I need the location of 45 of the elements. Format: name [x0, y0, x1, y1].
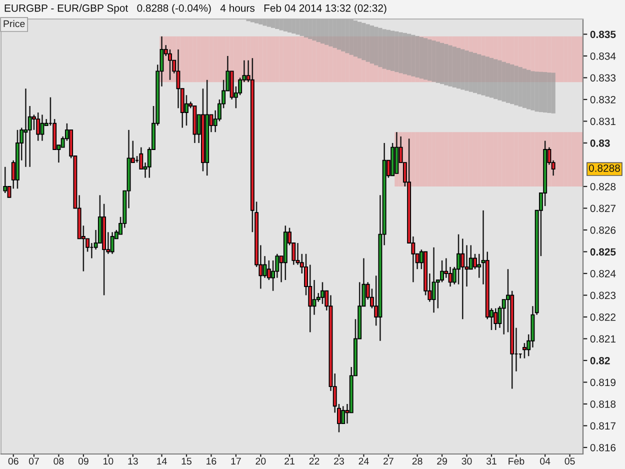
y-tick-label: 0.827 — [590, 204, 616, 212]
x-tick-label: 04 — [540, 458, 550, 465]
x-tick-label: 23 — [334, 458, 344, 465]
y-tick-label: 0.821 — [590, 335, 616, 343]
y-tick-label: 0.819 — [590, 378, 616, 386]
y-tick-label: 0.835 — [590, 30, 616, 38]
x-tick-label: Feb — [508, 457, 524, 465]
y-tick-label: 0.817 — [590, 422, 616, 430]
y-tick-label: 0.818 — [590, 400, 616, 408]
y-tick-label: 0.826 — [590, 226, 616, 234]
chart-title: EURGBP - EUR/GBP Spot 0.8288 (-0.04%) 4 hours Feb 04 2014 13:32 (02:32) — [4, 4, 386, 14]
y-tick-label: 0.822 — [590, 313, 616, 321]
x-tick-label: 30 — [462, 458, 472, 465]
x-tick-label: 24 — [358, 458, 369, 465]
chart-subtitle: Price — [4, 20, 25, 28]
x-tick-label: 16 — [206, 458, 216, 465]
y-tick-label: 0.834 — [590, 52, 616, 60]
x-tick-label: 29 — [437, 458, 447, 465]
x-tick-label: 10 — [104, 458, 114, 465]
x-tick-label: 14 — [157, 458, 167, 465]
x-tick-label: 13 — [128, 458, 138, 465]
x-tick-label: 20 — [256, 458, 266, 465]
x-tick-label: 31 — [486, 458, 496, 465]
y-tick-label: 0.83 — [590, 139, 610, 147]
x-tick-label: 28 — [412, 458, 422, 465]
x-tick-label: 17 — [231, 458, 241, 465]
y-tick-label: 0.832 — [590, 96, 616, 104]
y-tick-label: 0.828 — [590, 182, 616, 190]
y-tick-label: 0.824 — [590, 270, 616, 278]
x-tick-label: 21 — [284, 458, 294, 465]
x-tick-label: 07 — [28, 458, 39, 465]
x-tick-label: 15 — [182, 458, 192, 465]
y-tick-label: 0.831 — [590, 118, 616, 126]
x-tick-label: 05 — [564, 458, 575, 465]
x-tick-label: 06 — [8, 458, 18, 465]
x-tick-label: 22 — [309, 458, 320, 465]
x-tick-label: 09 — [78, 458, 88, 465]
y-tick-label: 0.816 — [590, 444, 616, 452]
y-tick-label: 0.823 — [590, 292, 616, 300]
x-tick-label: 08 — [54, 458, 64, 465]
x-tick-label: 27 — [384, 458, 394, 465]
text: 0.8288 — [588, 164, 620, 172]
y-tick-label: 0.833 — [590, 74, 616, 82]
y-tick-label: 0.825 — [590, 248, 616, 256]
y-tick-label: 0.82 — [590, 356, 610, 364]
